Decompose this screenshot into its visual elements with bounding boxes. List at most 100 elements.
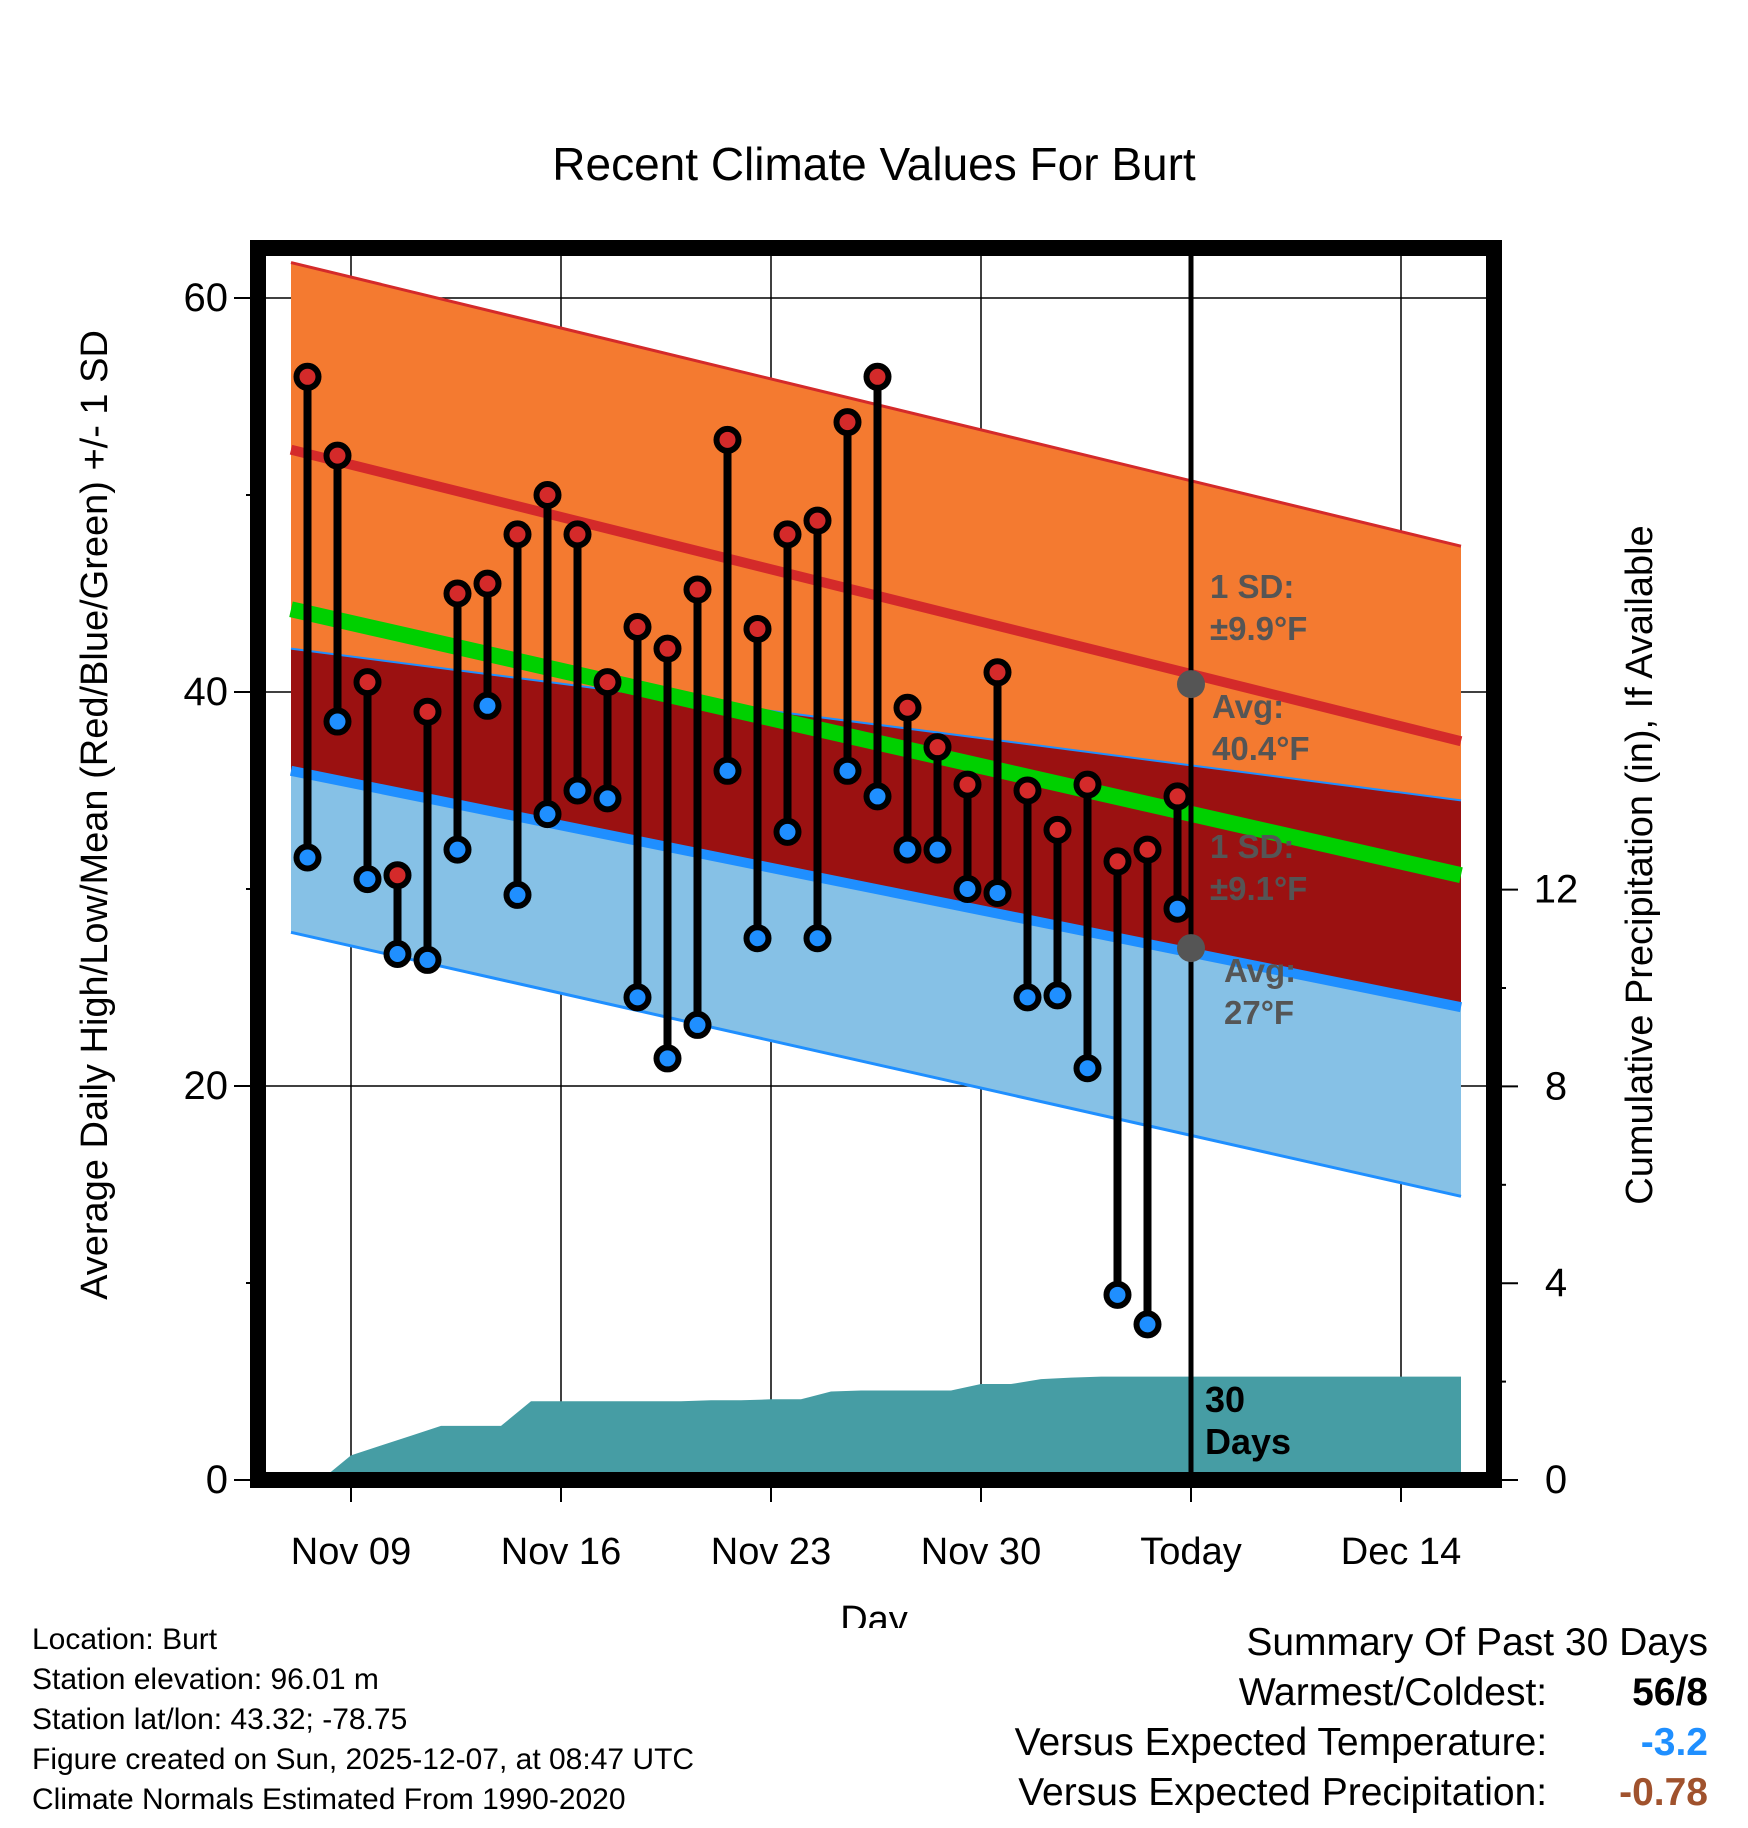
high-point bbox=[623, 612, 652, 641]
low-point bbox=[953, 875, 982, 903]
y-axis-label: Average Daily High/Low/Mean (Red/Blue/Gr… bbox=[74, 330, 116, 1300]
low-point bbox=[983, 878, 1012, 907]
high-point bbox=[473, 569, 502, 598]
high-point bbox=[593, 668, 622, 697]
low-point bbox=[443, 835, 472, 864]
high-point bbox=[683, 575, 712, 604]
high-point bbox=[1043, 815, 1072, 844]
high-point bbox=[773, 520, 802, 549]
low-point bbox=[773, 817, 802, 846]
y-tick-label: 0 bbox=[206, 1458, 228, 1502]
period-label-number: 30 bbox=[1205, 1379, 1245, 1420]
precip-area bbox=[291, 1376, 1461, 1480]
high-point bbox=[1103, 847, 1132, 876]
x-tick-label: Nov 23 bbox=[711, 1531, 831, 1573]
y2-tick-label: 8 bbox=[1545, 1064, 1567, 1108]
today-high-avg-marker bbox=[1177, 670, 1205, 699]
high-sd-annotation-title: 1 SD: bbox=[1210, 568, 1294, 605]
low-point bbox=[383, 940, 412, 969]
low-point bbox=[803, 924, 832, 953]
warm-cold-value: 56/8 bbox=[1632, 1671, 1708, 1714]
period-label-days: Days bbox=[1205, 1421, 1291, 1462]
temp-row: Versus Expected Temperature: -3.2 bbox=[1015, 1718, 1708, 1768]
high-point bbox=[503, 520, 532, 549]
low-avg-annotation-title: Avg: bbox=[1224, 952, 1296, 989]
high-point bbox=[563, 520, 592, 549]
created-text: Figure created on Sun, 2025-12-07, at 08… bbox=[32, 1743, 695, 1776]
x-tick-label: Today bbox=[1140, 1531, 1241, 1573]
x-tick-label: Dec 14 bbox=[1341, 1531, 1461, 1573]
x-axis-label: Day bbox=[840, 1599, 908, 1628]
high-point bbox=[1073, 770, 1102, 799]
high-point bbox=[533, 481, 562, 509]
low-point bbox=[1043, 981, 1072, 1010]
high-point bbox=[803, 506, 832, 535]
low-point bbox=[713, 756, 742, 785]
temp-value: -3.2 bbox=[1640, 1721, 1708, 1764]
low-point bbox=[863, 782, 892, 811]
high-sd-annotation-value: ±9.9°F bbox=[1210, 610, 1307, 647]
chart-title: Recent Climate Values For Burt bbox=[552, 138, 1196, 190]
low-point bbox=[533, 800, 562, 829]
high-point bbox=[923, 733, 952, 762]
high-point bbox=[413, 697, 442, 726]
high-point bbox=[1163, 782, 1192, 811]
low-point bbox=[1103, 1280, 1132, 1309]
precip-row: Versus Expected Precipitation: -0.78 bbox=[1015, 1768, 1708, 1818]
low-point bbox=[593, 784, 622, 813]
low-point bbox=[503, 880, 532, 909]
plot-frame bbox=[250, 240, 1502, 1488]
low-avg-line bbox=[290, 765, 1462, 1013]
high-point bbox=[713, 425, 742, 454]
low-sd-annotation-value: ±9.1°F bbox=[1210, 870, 1307, 907]
high-point bbox=[653, 634, 682, 663]
y-tick-label: 60 bbox=[184, 276, 229, 320]
y-tick-label: 20 bbox=[184, 1064, 229, 1108]
location-text: Location: Burt bbox=[32, 1623, 218, 1656]
low-point bbox=[1013, 983, 1042, 1012]
station-info: Location: Burt Station elevation: 96.01 … bbox=[32, 1620, 694, 1820]
high-point bbox=[293, 362, 322, 391]
low-point bbox=[743, 924, 772, 953]
x-tick-label: Nov 09 bbox=[291, 1531, 411, 1573]
low-point bbox=[623, 983, 652, 1012]
warm-cold-label: Warmest/Coldest: bbox=[1238, 1671, 1548, 1714]
high-point bbox=[383, 861, 412, 890]
precip-value: -0.78 bbox=[1619, 1771, 1708, 1814]
latlon-text: Station lat/lon: 43.32; -78.75 bbox=[32, 1703, 408, 1736]
low-point bbox=[1073, 1054, 1102, 1083]
low-point bbox=[563, 776, 592, 805]
high-point bbox=[983, 658, 1012, 687]
low-point bbox=[653, 1044, 682, 1073]
climate-chart: Recent Climate Values For Burt 1 SD: ±9.9… bbox=[74, 138, 1661, 1628]
high-point bbox=[893, 693, 922, 722]
high-point bbox=[1013, 776, 1042, 805]
low-point bbox=[923, 835, 952, 864]
summary-panel: Summary Of Past 30 Days Warmest/Coldest:… bbox=[1015, 1618, 1708, 1818]
x-tick-label: Nov 16 bbox=[501, 1531, 621, 1573]
y2-axis-label: Cumulative Precipitation (in), If Availa… bbox=[1619, 525, 1661, 1204]
low-point bbox=[1133, 1310, 1162, 1339]
high-point bbox=[323, 441, 352, 470]
low-point bbox=[413, 945, 442, 974]
plot-area: 1 SD: ±9.9°F Avg: 40.4°F 1 SD: ±9.1°F Avg: 27°F… bbox=[184, 240, 1579, 1573]
y2-tick-label: 12 bbox=[1534, 868, 1579, 912]
y2-tick-label: 0 bbox=[1545, 1458, 1567, 1502]
y2-tick-label: 4 bbox=[1545, 1261, 1567, 1305]
warm-cold-row: Warmest/Coldest: 56/8 bbox=[1015, 1668, 1708, 1718]
low-point bbox=[293, 843, 322, 872]
high-point bbox=[353, 668, 382, 697]
low-point bbox=[353, 865, 382, 894]
low-point bbox=[893, 835, 922, 864]
temp-label: Versus Expected Temperature: bbox=[1014, 1721, 1548, 1764]
high-point bbox=[743, 614, 772, 643]
low-sd-band bbox=[291, 770, 1461, 1197]
y-tick-label: 40 bbox=[184, 670, 229, 714]
low-point bbox=[323, 707, 352, 736]
high-point bbox=[953, 770, 982, 799]
low-point bbox=[833, 756, 862, 785]
low-point bbox=[473, 691, 502, 720]
low-point bbox=[683, 1010, 712, 1039]
today-low-avg-marker bbox=[1177, 934, 1205, 963]
high-point bbox=[833, 408, 862, 437]
